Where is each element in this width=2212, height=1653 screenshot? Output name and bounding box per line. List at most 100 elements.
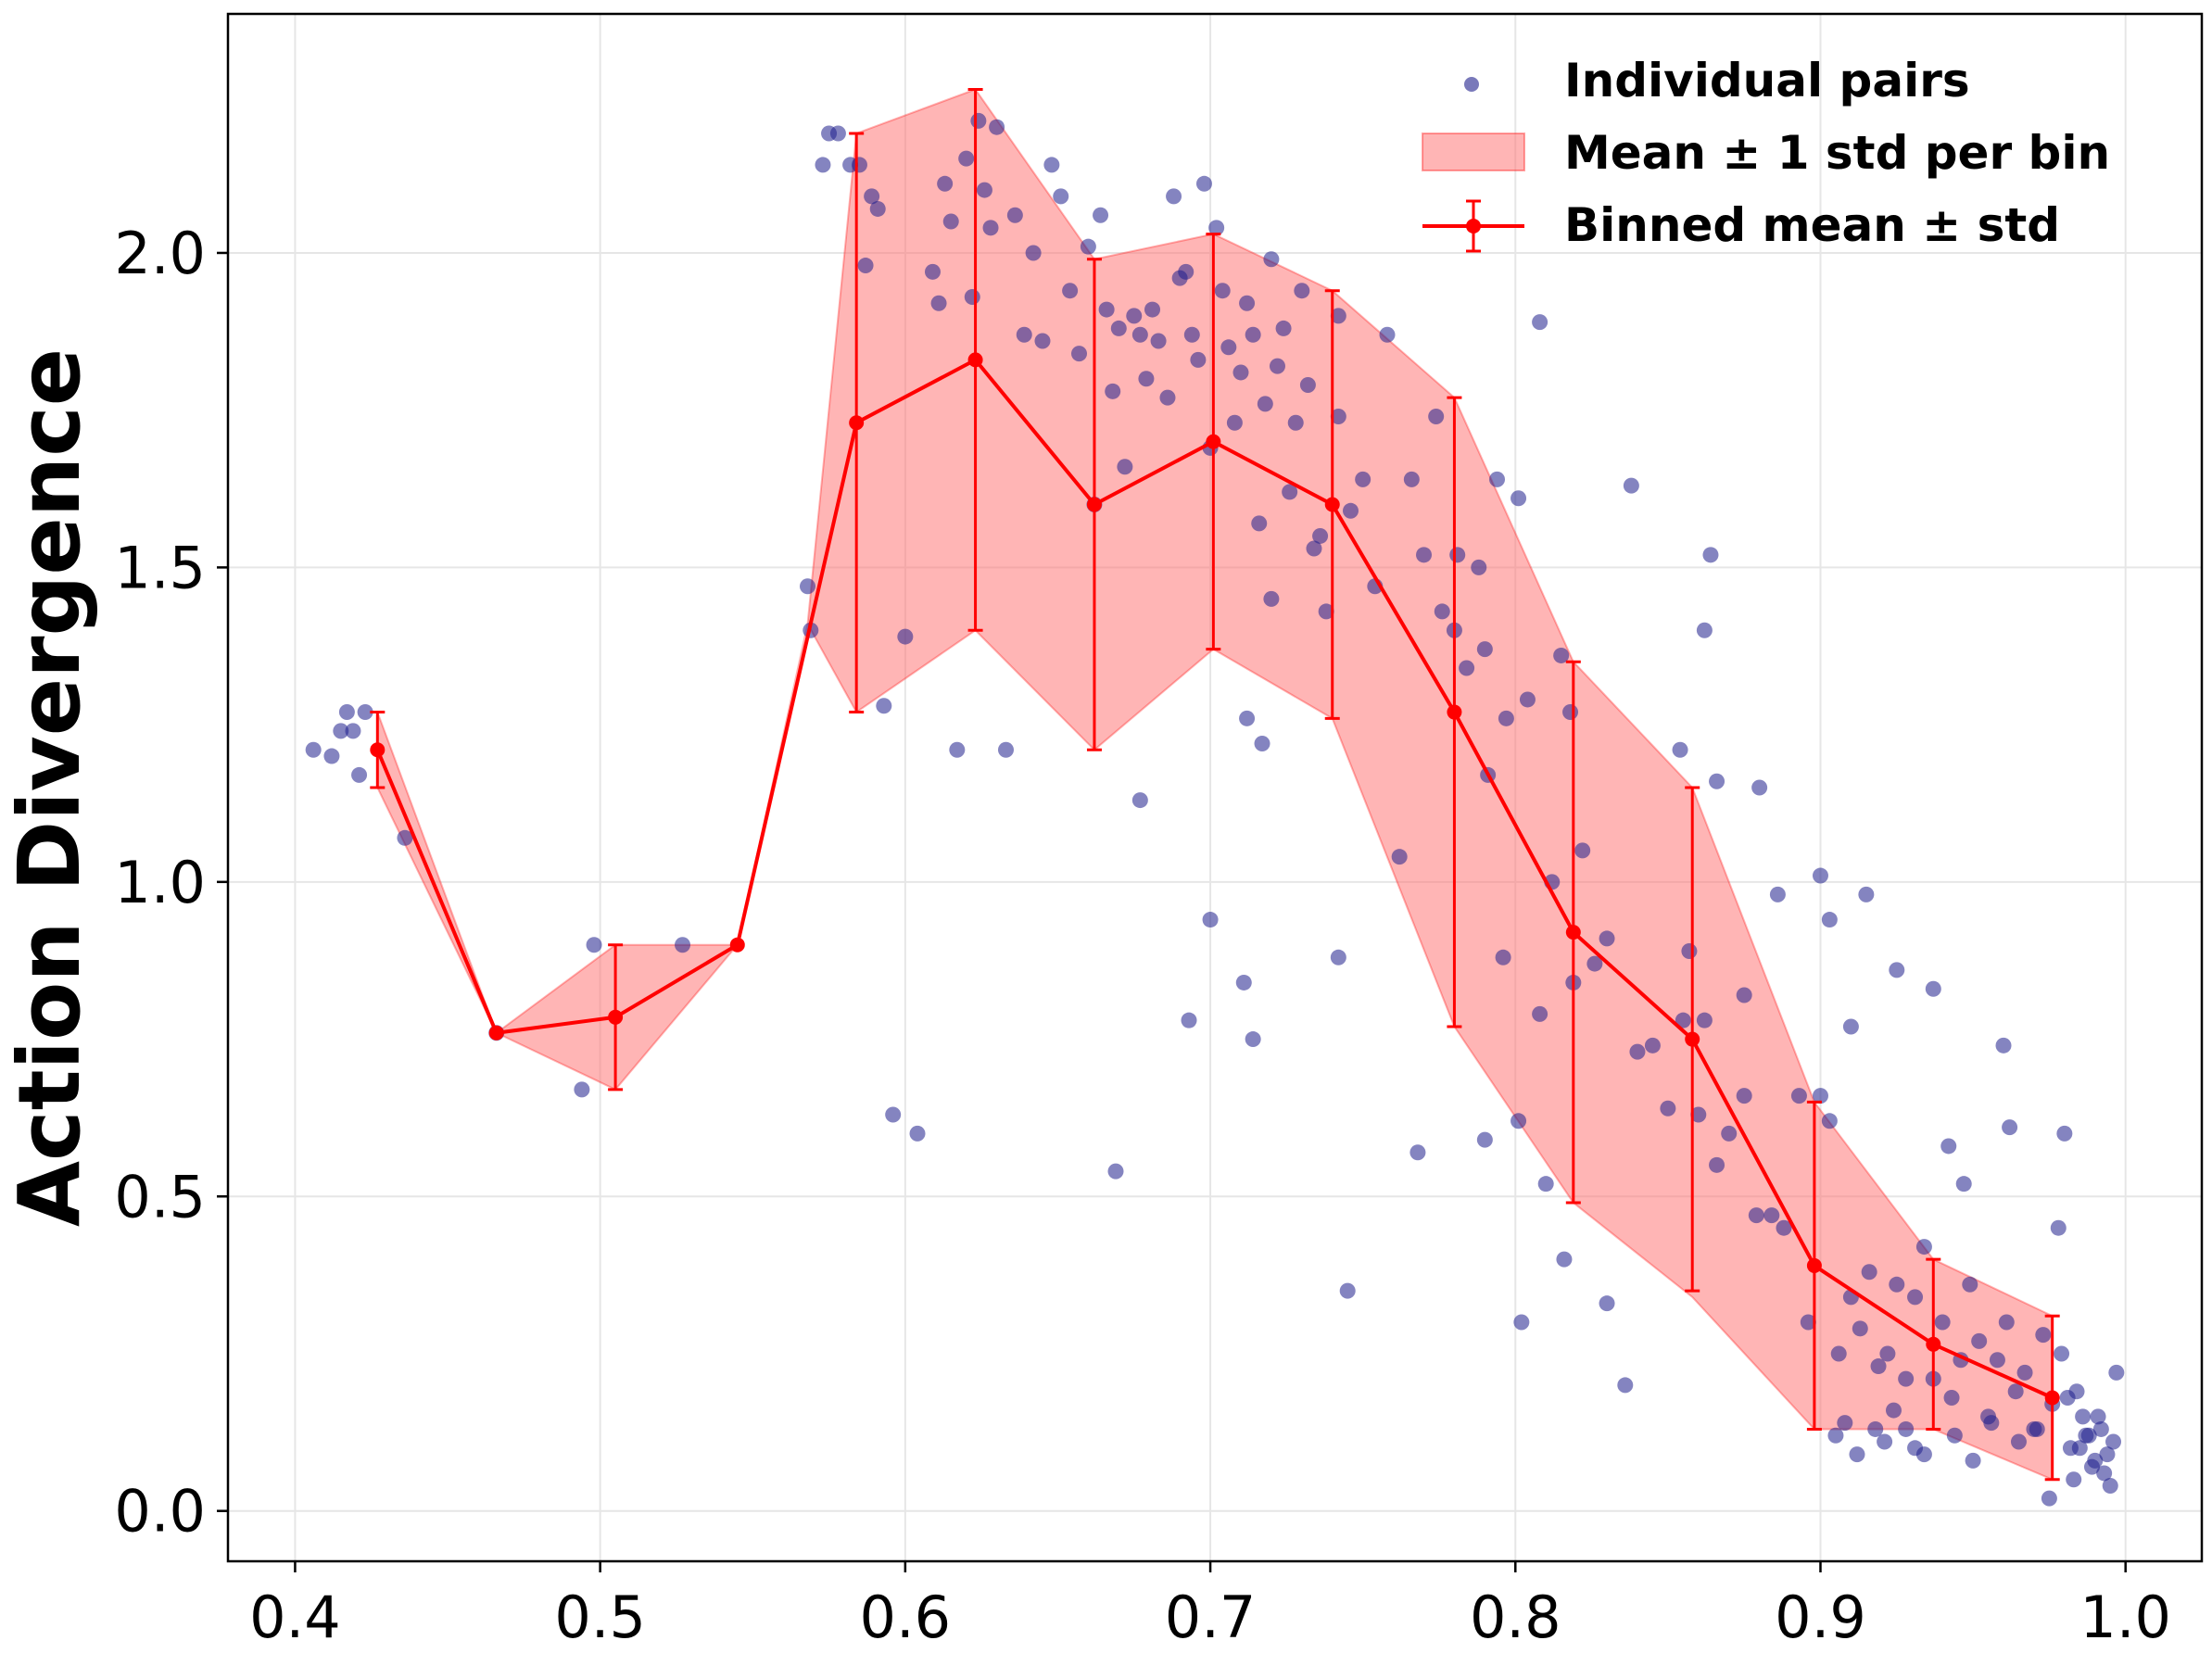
scatter-point — [1629, 1043, 1646, 1060]
scatter-point — [1330, 308, 1346, 324]
y-tick-label: 1.5 — [114, 534, 206, 601]
scatter-point — [1907, 1289, 1924, 1306]
scatter-point — [1299, 377, 1316, 394]
scatter-point — [1955, 1176, 1972, 1192]
binned-mean-point — [1685, 1031, 1700, 1047]
scatter-point — [2041, 1490, 2057, 1507]
scatter-point — [1934, 1314, 1951, 1331]
scatter-point — [2102, 1478, 2118, 1495]
scatter-point — [1403, 471, 1420, 487]
scatter-point — [1812, 867, 1828, 884]
scatter-point — [1416, 547, 1433, 563]
scatter-point — [864, 188, 880, 205]
binned-mean-point — [1806, 1257, 1822, 1273]
scatter-point — [1885, 1402, 1902, 1419]
scatter-point — [1660, 1100, 1676, 1117]
scatter-point — [924, 263, 941, 280]
scatter-point — [323, 748, 340, 764]
scatter-point — [1214, 283, 1231, 299]
scatter-point — [1672, 741, 1688, 758]
scatter-point — [1062, 283, 1079, 299]
scatter-point — [345, 723, 361, 739]
scatter-point — [2090, 1408, 2106, 1425]
scatter-point — [857, 258, 874, 274]
scatter-point — [2078, 1427, 2094, 1444]
scatter-point — [1861, 1264, 1877, 1281]
scatter-point — [1208, 220, 1225, 236]
scatter-point — [869, 200, 886, 217]
scatter-point — [1166, 188, 1182, 205]
scatter-point — [885, 1106, 902, 1123]
scatter-point — [2083, 1458, 2100, 1475]
scatter-point — [1736, 1088, 1752, 1104]
scatter-point — [909, 1125, 926, 1142]
scatter-point — [1006, 207, 1023, 223]
scatter-point — [1842, 1018, 1859, 1035]
scatter-point — [1889, 962, 1905, 978]
legend-marker-std-band — [1422, 132, 1525, 171]
y-axis-title: Action Divergence — [0, 348, 99, 1227]
scatter-point — [1202, 912, 1219, 928]
scatter-point — [2075, 1408, 2092, 1425]
scatter-point — [1275, 320, 1292, 336]
scatter-point — [1287, 414, 1304, 431]
scatter-point — [2016, 1364, 2033, 1381]
scatter-point — [1282, 484, 1298, 500]
scatter-point — [1245, 326, 1261, 343]
scatter-point — [1748, 1207, 1764, 1224]
scatter-point — [1821, 1113, 1838, 1129]
scatter-point — [1220, 339, 1237, 356]
scatter-point — [1574, 842, 1591, 859]
legend-marker-binned-mean — [1422, 199, 1524, 253]
scatter-point — [1769, 886, 1786, 902]
scatter-point — [1239, 710, 1256, 726]
scatter-point — [2066, 1471, 2082, 1488]
scatter-point — [958, 150, 975, 167]
binned-mean-point — [1565, 925, 1581, 940]
scatter-point — [2059, 1389, 2076, 1406]
scatter-point — [1965, 1452, 1981, 1469]
legend-label-binned-mean: Binned mean ± std — [1564, 198, 2060, 252]
scatter-point — [1232, 364, 1249, 381]
scatter-point — [1696, 622, 1713, 638]
scatter-point — [1898, 1420, 1915, 1437]
scatter-point — [1306, 540, 1322, 557]
scatter-point — [1235, 974, 1252, 991]
scatter-point — [2092, 1420, 2109, 1437]
scatter-point — [1586, 955, 1603, 972]
scatter-point — [851, 157, 867, 173]
scatter-point — [930, 295, 947, 311]
y-tick-label: 0.0 — [114, 1478, 206, 1546]
x-tick-label: 0.4 — [249, 1584, 341, 1651]
scatter-point — [1510, 1113, 1527, 1129]
scatter-point — [1257, 396, 1273, 412]
scatter-point — [1943, 1389, 1960, 1406]
scatter-point — [1105, 383, 1121, 399]
scatter-point — [351, 766, 368, 783]
scatter-point — [2099, 1446, 2116, 1463]
scatter-point — [2035, 1327, 2052, 1344]
scatter-point — [2007, 1383, 2024, 1400]
x-tick-label: 0.9 — [1775, 1584, 1866, 1651]
scatter-point — [1889, 1276, 1905, 1293]
scatter-point — [1150, 333, 1167, 349]
scatter-point — [1519, 691, 1536, 708]
binned-mean-point — [1324, 497, 1340, 512]
scatter-point — [1025, 245, 1042, 261]
scatter-point — [1623, 477, 1639, 494]
scatter-point — [305, 741, 322, 758]
scatter-point — [970, 112, 987, 129]
scatter-point — [586, 937, 602, 953]
scatter-point — [1181, 1012, 1197, 1028]
tick-layer: 0.4 0.5 0.6 0.7 0.8 0.9 1.0 0.0 0.5 1.0 1.5 2.0 — [114, 220, 2171, 1651]
scatter-point — [1476, 641, 1493, 658]
x-tick-label: 0.5 — [554, 1584, 646, 1651]
scatter-point — [1837, 1415, 1853, 1432]
scatter-point — [675, 937, 691, 953]
scatter-point — [1877, 1433, 1893, 1450]
scatter-point — [1294, 283, 1310, 299]
scatter-point — [1940, 1138, 1957, 1155]
scatter-point — [2071, 1440, 2088, 1457]
scatter-point — [989, 119, 1005, 135]
